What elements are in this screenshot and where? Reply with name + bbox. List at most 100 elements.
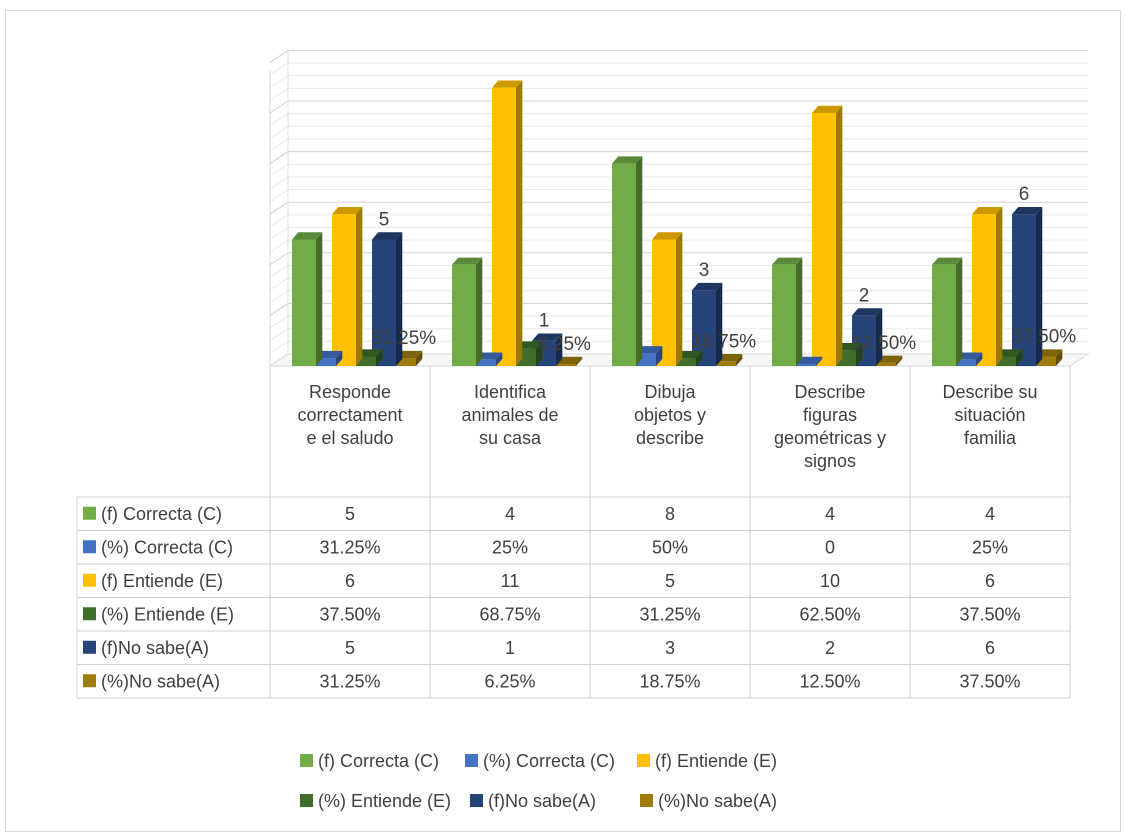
- table-cell: 25%: [492, 537, 528, 557]
- bar-side: [576, 356, 583, 366]
- bar-front: [932, 264, 956, 366]
- bar-top: [532, 333, 563, 341]
- category-label-line: correctament: [297, 405, 402, 425]
- category-label-line: familia: [964, 428, 1017, 448]
- bar: [692, 282, 723, 366]
- bar: [452, 257, 483, 366]
- bar-side: [656, 346, 663, 366]
- legend-key: [83, 506, 96, 520]
- bar-side: [976, 352, 983, 366]
- category-label: Responde correctament e el saludo: [297, 382, 402, 448]
- legend-swatch: [300, 754, 313, 767]
- table-cell: 2: [825, 638, 835, 658]
- legend-key: [83, 573, 96, 587]
- category-label-line: describe: [636, 428, 704, 448]
- table-cell: 6: [985, 638, 995, 658]
- bar-front: [972, 214, 996, 366]
- bar-side: [356, 207, 363, 366]
- data-label: 37.50%: [1012, 327, 1077, 348]
- table-cell: 5: [665, 571, 675, 591]
- side-wall-gridline: [269, 151, 289, 165]
- side-wall-gridline: [269, 113, 289, 127]
- side-wall-gridline: [269, 265, 289, 278]
- data-label: 5: [379, 210, 390, 231]
- bar-top: [772, 257, 803, 265]
- side-wall-gridline: [269, 239, 289, 253]
- category-label-line: signos: [804, 451, 856, 471]
- bar-side: [496, 352, 503, 366]
- bar-side: [556, 333, 563, 366]
- table-cell: 31.25%: [639, 604, 700, 624]
- bar-front: [672, 358, 696, 366]
- bar-top: [292, 232, 323, 240]
- legend: (f) Correcta (C) (%) Correcta (C) (f) Enti…: [300, 751, 777, 811]
- row-series-name: (%) Correcta (C): [101, 537, 233, 557]
- category-label-line: objetos y: [634, 405, 706, 425]
- data-label: 3: [699, 260, 710, 281]
- bar-side: [636, 156, 643, 366]
- category-label-line: Dibuja: [644, 382, 696, 402]
- data-table: Responde correctament e el saludo Identific…: [76, 366, 1071, 699]
- side-wall-gridline: [269, 201, 289, 215]
- legend-label: (f) Correcta (C): [318, 751, 439, 771]
- bar-side: [396, 232, 403, 366]
- side-wall-gridline: [269, 62, 289, 76]
- bar-top: [652, 232, 683, 240]
- legend-item: (%) Entiende (E): [300, 791, 451, 811]
- bar: [332, 207, 363, 366]
- row-series-name: (%) Entiende (E): [101, 604, 234, 624]
- legend-label: (%) Correcta (C): [483, 751, 615, 771]
- bar-side: [316, 232, 323, 366]
- bar: [292, 232, 323, 366]
- row-series-name: (f) Correcta (C): [101, 504, 222, 524]
- legend-key: [83, 640, 96, 654]
- bar: [932, 257, 963, 366]
- legend-key: [83, 674, 96, 688]
- row-series-name: (f)No sabe(A): [101, 638, 209, 658]
- bar: [1012, 207, 1043, 366]
- bar-side: [536, 341, 543, 366]
- category-label-line: Describe su: [942, 382, 1037, 402]
- category-label: Dibuja objetos y describe: [634, 382, 706, 448]
- category-label: Describe figuras geométricas y signos: [774, 382, 886, 471]
- side-wall-gridline: [269, 340, 289, 354]
- bar-front: [1032, 356, 1056, 366]
- bar: [772, 257, 803, 366]
- table-cell: 6: [985, 571, 995, 591]
- row-series-name: (%)No sabe(A): [101, 671, 220, 691]
- bar-side: [836, 105, 843, 367]
- bar-top: [852, 308, 883, 316]
- bar-front: [992, 356, 1016, 366]
- side-wall-gridline: [269, 100, 289, 114]
- bar-top: [812, 105, 843, 113]
- side-wall-gridline: [269, 302, 289, 316]
- table-cell: 8: [665, 504, 675, 524]
- legend-label: (%) Entiende (E): [318, 791, 451, 811]
- bar-side: [996, 207, 1003, 366]
- side-wall-gridline: [269, 214, 289, 228]
- side-wall-gridline: [269, 315, 289, 329]
- bar-top: [372, 232, 403, 240]
- category-label-line: Identifica: [474, 382, 547, 402]
- bar-top: [692, 282, 723, 291]
- table-cell: 5: [345, 638, 355, 658]
- side-wall-gridline: [269, 138, 289, 152]
- bar-side: [516, 80, 523, 366]
- table-cell: 31.25%: [319, 671, 380, 691]
- bar-top: [452, 257, 483, 265]
- legend-key: [83, 540, 96, 554]
- table-cell: 5: [345, 504, 355, 524]
- bar-front: [492, 87, 516, 366]
- data-label: 1: [539, 311, 550, 332]
- bar-side: [1016, 349, 1023, 366]
- bar-front: [472, 359, 496, 366]
- bars: [292, 80, 1063, 367]
- table-cell: 37.50%: [959, 604, 1020, 624]
- bar-front: [312, 358, 336, 366]
- bar: [652, 232, 683, 366]
- data-label: 31.25%: [372, 328, 437, 349]
- bar-front: [952, 359, 976, 366]
- category-label-line: situación: [954, 405, 1025, 425]
- legend-swatch: [640, 794, 653, 807]
